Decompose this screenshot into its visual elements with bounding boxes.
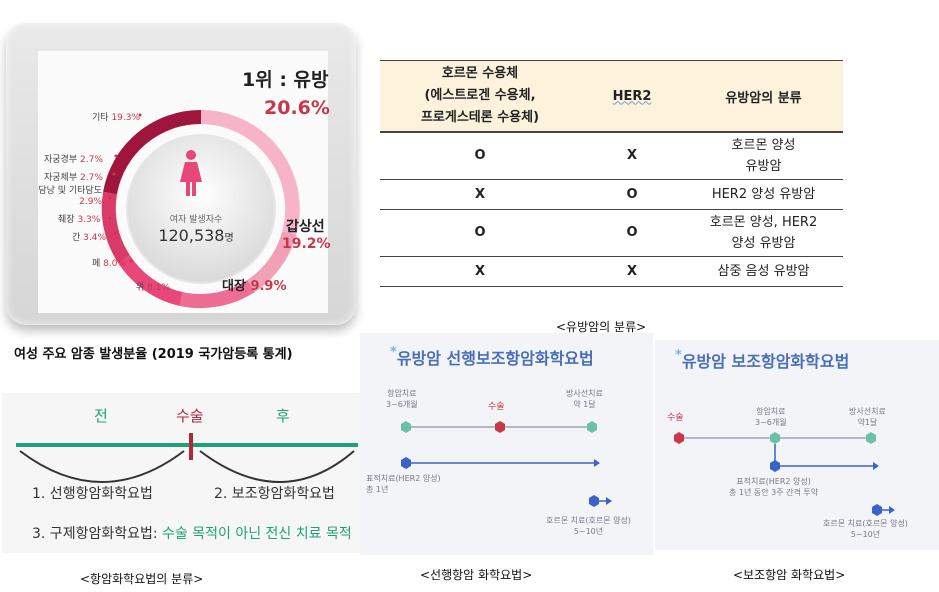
surgery-marker <box>189 433 193 460</box>
donut-segment-other <box>103 109 202 195</box>
neo-radiation-label: 방사선치료 약 1달 <box>566 389 603 409</box>
neoadjuvant-chemotherapy-panel: *유방암 선행보조항암화학요법 항암치료 3~6개월 수술 방사선치료 약 1달… <box>360 333 653 555</box>
table-cell: X <box>380 179 580 210</box>
adj-chemo-label: 항암치료 3~6개월 <box>755 407 787 427</box>
neo-targeted-label: 표적치료(HER2 양성) 총 1년 <box>366 474 441 494</box>
donut-chart <box>101 109 300 309</box>
header-her2: HER2 <box>580 60 684 133</box>
adj-radiation-label: 방사선치료 약1달 <box>849 407 886 427</box>
table-cell: 호르몬 양성, HER2 양성 유방암 <box>684 209 843 257</box>
adjuvant-caption: <보조항암 화학요법> <box>733 568 846 582</box>
chemotherapy-timeline-panel: 전 수술 후 1. 선행항암화학요법 2. 보조항암화학요법 3. 구제항암화학… <box>2 393 360 553</box>
center-number: 120,538명 <box>158 226 234 245</box>
rank-value: 20.6% <box>264 97 330 119</box>
table-cell: O <box>580 209 684 257</box>
label-colon: 대장 9.9% <box>222 279 287 294</box>
neo-hormone-arrow <box>606 497 612 505</box>
neo-chemo-node <box>401 421 411 433</box>
table-cell: X <box>380 256 580 287</box>
neoadjuvant-diagram <box>401 421 612 507</box>
label-cervix: 자궁경부 2.7% <box>44 155 103 165</box>
center-caption: 여자 발생자수 <box>169 215 223 225</box>
table-cell: 삼중 음성 유방암 <box>684 256 843 287</box>
adj-targeted-node <box>770 460 780 472</box>
neoadjuvant-caption: <선행항암 화학요법> <box>420 568 533 582</box>
adj-radiation-node <box>866 432 876 444</box>
header-hormone-receptor: 호르몬 수용체 (에스트로겐 수용체, 프로게스테론 수용체) <box>380 60 580 133</box>
adj-surgery-label: 수술 <box>667 413 684 423</box>
adj-targeted-arrow <box>873 462 879 470</box>
neo-radiation-node <box>587 421 597 433</box>
donut-segment-thyroid <box>200 110 300 235</box>
table-cell: X <box>580 132 684 180</box>
label-pancreas: 췌장 3.3% <box>58 215 101 225</box>
breast-cancer-classification-table: 호르몬 수용체 (에스트로겐 수용체, 프로게스테론 수용체) HER2 유방암… <box>380 60 843 287</box>
after-bracket <box>199 450 355 483</box>
table-cell: O <box>580 179 684 210</box>
before-bracket <box>19 450 185 483</box>
neoadjuvant-title: *유방암 선행보조항암화학요법 <box>390 345 594 368</box>
header-classification: 유방암의 분류 <box>684 60 843 133</box>
adjuvant-item: 2. 보조항암화학요법 <box>214 486 335 502</box>
label-uterus: 자궁체부 2.7% <box>44 173 103 183</box>
adj-targeted-label: 표적치료(HER2 양성) 총 1년 동안 3주 간격 투약 <box>729 477 819 497</box>
donut-chart-panel: 기타 19.3% 자궁경부 2.7% 자궁체부 2.7% 담낭 및 기타담도 2.… <box>6 23 356 325</box>
rank-title: 1위 : 유방 <box>242 69 329 91</box>
label-thyroid-value: 19.2% <box>282 236 331 252</box>
table-row: X O HER2 양성 유방암 <box>380 179 843 210</box>
label-liver: 간 3.4% <box>72 233 107 243</box>
neo-surgery-label: 수술 <box>488 402 505 412</box>
label-stomach: 위 8.1% <box>136 283 171 293</box>
table-cell: O <box>380 132 580 180</box>
donut-segment-lung <box>118 255 183 306</box>
label-thyroid-name: 갑상선 <box>286 219 325 235</box>
donut-center-disc <box>126 134 276 284</box>
neo-chemo-label: 항암치료 3~6개월 <box>386 389 418 409</box>
adj-hormone-arrow <box>889 506 895 514</box>
adj-hormone-label: 호르몬 치료(호르몬 양성) 5~10년 <box>823 519 908 539</box>
label-lung: 폐 8.0% <box>92 259 127 269</box>
donut-caption: 여성 주요 암종 발생분율 (2019 국가암등록 통계) <box>14 347 293 362</box>
table-row: X X 삼중 음성 유방암 <box>380 256 843 287</box>
table-cell: O <box>380 209 580 257</box>
adj-chemo-node <box>770 432 780 444</box>
table-cell: X <box>580 256 684 287</box>
label-other: 기타 19.3% <box>92 113 141 123</box>
label-gallbladder: 담낭 및 기타담도 2.9% <box>38 186 102 207</box>
table-header-row: 호르몬 수용체 (에스트로겐 수용체, 프로게스테론 수용체) HER2 유방암… <box>380 60 843 133</box>
neo-targeted-arrow <box>594 459 600 467</box>
timeline-caption: <항암화학요법의 분류> <box>80 572 204 586</box>
neo-hormone-node <box>589 495 599 507</box>
table-caption: <유방암의 분류> <box>556 320 647 334</box>
surgery-label: 수술 <box>176 407 204 425</box>
adjuvant-diagram <box>674 432 895 516</box>
timeline-diagram <box>16 433 358 483</box>
leader-dots <box>108 113 142 263</box>
adjuvant-chemotherapy-panel: *유방암 보조항암화학요법 수술 항암치료 3~6개월 방사선치료 약1달 표적… <box>655 340 939 550</box>
neo-surgery-node <box>495 421 505 433</box>
table-row: O X 호르몬 양성 유방암 <box>380 132 843 180</box>
salvage-item: 3. 구제항암화학요법: 수술 목적이 아닌 전신 치료 목적 <box>32 526 352 542</box>
neoadjuvant-item: 1. 선행항암화학요법 <box>32 486 153 502</box>
neo-targeted-node <box>401 457 411 469</box>
adj-hormone-node <box>872 504 882 516</box>
after-label: 후 <box>276 407 290 425</box>
table-row: O O 호르몬 양성, HER2 양성 유방암 <box>380 209 843 257</box>
donut-segment-stomach <box>179 280 255 309</box>
neo-hormone-label: 호르몬 치료(호르몬 양성) 5~10년 <box>546 516 631 536</box>
donut-segment-colon <box>246 230 296 292</box>
table-cell: HER2 양성 유방암 <box>684 179 843 210</box>
before-label: 전 <box>94 407 108 425</box>
adjuvant-title: *유방암 보조항암화학요법 <box>675 348 850 371</box>
table-cell: 호르몬 양성 유방암 <box>684 132 843 180</box>
adj-surgery-node <box>674 432 684 444</box>
woman-icon <box>180 150 202 196</box>
donut-segment-minor <box>101 191 130 263</box>
